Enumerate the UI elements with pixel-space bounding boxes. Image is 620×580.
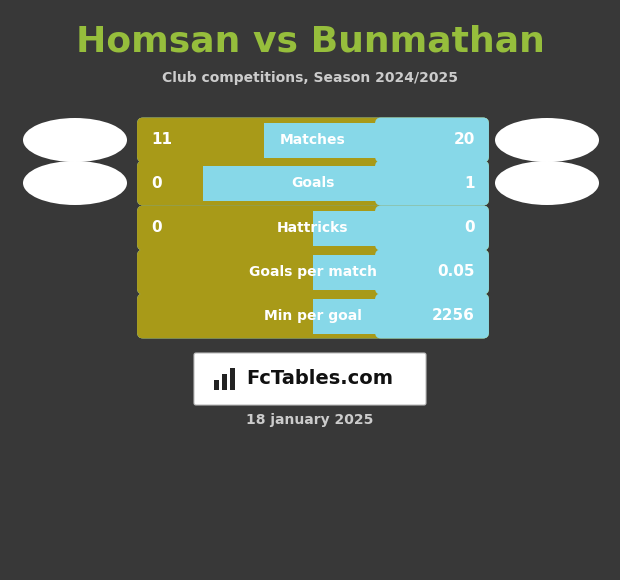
Text: Goals: Goals [291, 176, 335, 190]
Text: Min per goal: Min per goal [264, 309, 362, 323]
Ellipse shape [23, 118, 127, 162]
FancyBboxPatch shape [137, 161, 489, 205]
Text: FcTables.com: FcTables.com [247, 369, 394, 389]
FancyBboxPatch shape [194, 353, 426, 405]
Bar [214, 380, 219, 390]
Text: 0: 0 [151, 220, 162, 235]
Bar [230, 368, 235, 390]
FancyBboxPatch shape [375, 249, 489, 295]
FancyBboxPatch shape [137, 205, 489, 251]
Bar [313, 255, 485, 289]
FancyBboxPatch shape [137, 118, 489, 162]
Text: Goals per match: Goals per match [249, 265, 377, 279]
Text: 0: 0 [151, 176, 162, 190]
Text: 0: 0 [464, 220, 475, 235]
Text: Homsan vs Bunmathan: Homsan vs Bunmathan [76, 25, 544, 59]
Text: 18 january 2025: 18 january 2025 [246, 413, 374, 427]
FancyBboxPatch shape [375, 161, 489, 205]
Bar [313, 299, 485, 333]
Ellipse shape [495, 118, 599, 162]
FancyBboxPatch shape [137, 293, 489, 339]
Bar [264, 122, 485, 158]
FancyBboxPatch shape [375, 118, 489, 162]
FancyBboxPatch shape [137, 118, 489, 162]
Bar [203, 165, 485, 201]
Bar [313, 211, 485, 245]
Text: 20: 20 [454, 132, 475, 147]
Text: 2256: 2256 [432, 309, 475, 324]
FancyBboxPatch shape [137, 205, 489, 251]
Text: Club competitions, Season 2024/2025: Club competitions, Season 2024/2025 [162, 71, 458, 85]
FancyBboxPatch shape [375, 293, 489, 339]
Text: Hattricks: Hattricks [277, 221, 348, 235]
Text: Matches: Matches [280, 133, 346, 147]
FancyBboxPatch shape [137, 249, 489, 295]
FancyBboxPatch shape [375, 205, 489, 251]
Ellipse shape [23, 161, 127, 205]
Bar [222, 374, 227, 390]
Text: 11: 11 [151, 132, 172, 147]
FancyBboxPatch shape [137, 249, 489, 295]
Text: 1: 1 [464, 176, 475, 190]
FancyBboxPatch shape [137, 161, 489, 205]
Ellipse shape [495, 161, 599, 205]
Text: 0.05: 0.05 [438, 264, 475, 280]
FancyBboxPatch shape [137, 293, 489, 339]
